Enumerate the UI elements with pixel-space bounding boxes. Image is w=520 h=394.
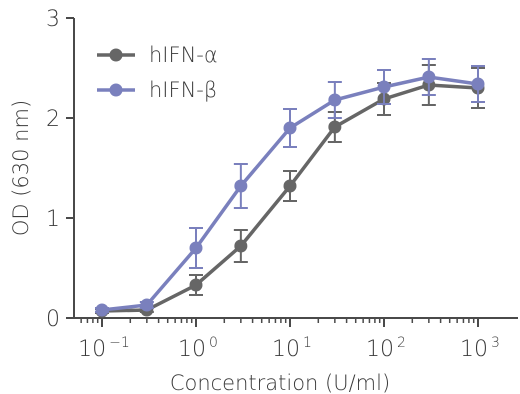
legend: hIFN-α hIFN-β [97, 43, 218, 102]
data-point [189, 241, 203, 255]
x-tick-label: 10 1 [272, 335, 312, 362]
x-tick-label: 10 −1 [78, 335, 130, 362]
y-tick-label: 1 [46, 207, 60, 232]
y-tick-label: 0 [46, 307, 60, 332]
y-axis-title: OD (630 nm) [9, 100, 33, 236]
data-point [377, 80, 391, 94]
y-tick-label: 2 [46, 107, 60, 132]
plot-marks [95, 58, 485, 318]
legend-label: hIFN-β [149, 78, 217, 102]
series-2 [95, 58, 485, 317]
data-point [422, 70, 436, 84]
x-tick-label: 10 2 [366, 335, 406, 362]
data-point [234, 239, 248, 253]
x-tick-label: 10 0 [178, 335, 218, 362]
data-point [283, 121, 297, 135]
x-tick-label: 10 3 [460, 335, 500, 362]
data-point [95, 303, 109, 317]
data-point [328, 93, 342, 107]
y-tick-label: 3 [46, 7, 60, 32]
data-point [140, 298, 154, 312]
axis-ticks: 0 1 2 3 10 −1 10 0 10 1 10 2 10 3 [46, 7, 500, 362]
data-point [234, 179, 248, 193]
data-point [189, 278, 203, 292]
legend-marker [109, 48, 123, 62]
series-1 [95, 64, 485, 318]
legend-label: hIFN-α [149, 43, 218, 67]
data-point [328, 120, 342, 134]
data-point [283, 179, 297, 193]
data-point [471, 77, 485, 91]
legend-marker [109, 83, 123, 97]
x-axis-title: Concentration (U/ml) [170, 371, 390, 394]
